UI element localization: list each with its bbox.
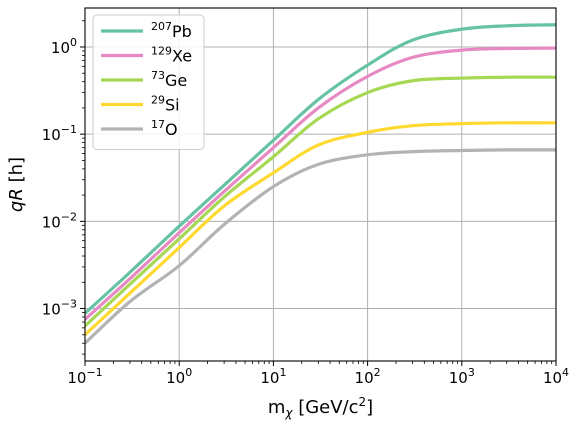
series-line-pb — [85, 23, 556, 315]
legend-label-ge: 73Ge — [151, 69, 187, 90]
legend-label-o: 17O — [151, 118, 178, 139]
series-line-o — [85, 148, 556, 345]
legend-label-si: 29Si — [151, 94, 180, 115]
series-line-si — [85, 121, 556, 337]
y-tick-label: 10−1 — [42, 123, 77, 144]
y-axis-label: qR [h] — [6, 157, 27, 212]
legend-box — [92, 14, 205, 150]
x-tick-label: 100 — [166, 366, 192, 387]
x-tick-label: 10−1 — [67, 366, 102, 387]
series-lines — [85, 23, 556, 345]
plot-frame — [84, 7, 557, 362]
legend-label-xe: 129Xe — [151, 45, 192, 66]
x-tick-label: 101 — [260, 366, 286, 387]
legend: 207Pb 129Xe 73Ge 29Si 17O — [92, 14, 205, 150]
x-tick-label: 102 — [355, 366, 381, 387]
x-axis-label: mχ [GeV/c2] — [268, 395, 373, 420]
series-line-xe — [85, 46, 556, 322]
x-tick-label: 103 — [449, 366, 475, 387]
ticks: 10−1 100 101 102 103 104 10−3 10−2 10−1 100 — [42, 20, 569, 387]
legend-label-pb: 207Pb — [151, 20, 192, 41]
y-tick-label: 100 — [51, 36, 77, 57]
y-tick-label: 10−2 — [42, 210, 77, 231]
series-line-ge — [85, 75, 556, 328]
x-tick-label: 104 — [543, 366, 569, 387]
y-tick-label: 10−3 — [42, 298, 77, 319]
